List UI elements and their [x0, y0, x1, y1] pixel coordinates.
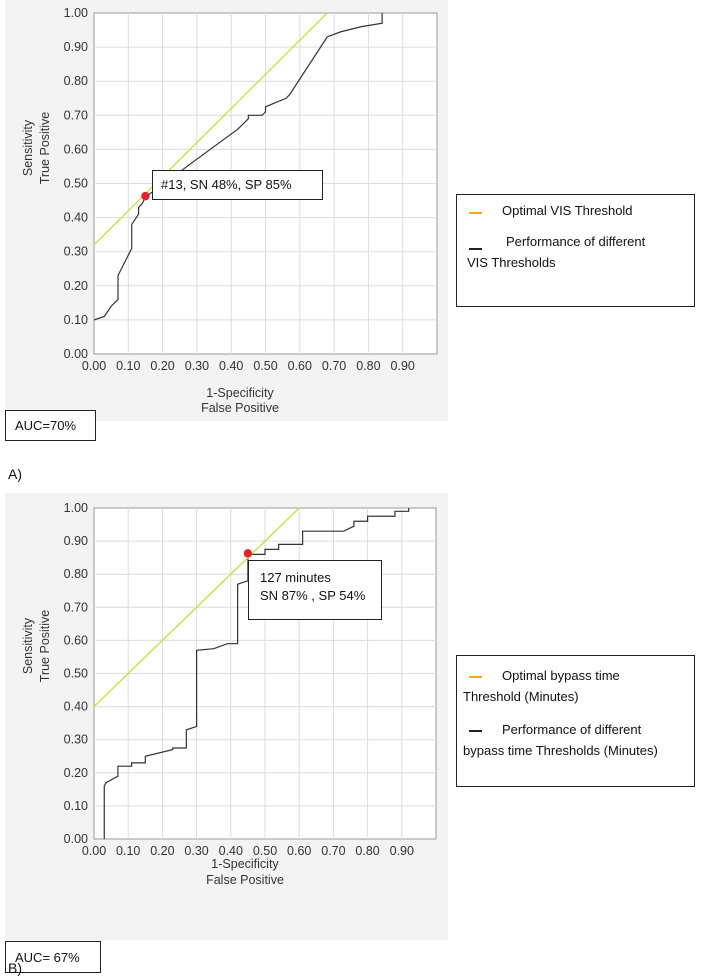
legend-swatch-performance: [469, 730, 482, 732]
y-axis-title-line1: Sensitivity: [21, 119, 35, 176]
y-tick-label: 0.20: [64, 766, 88, 780]
y-tick-label: 0.70: [64, 600, 88, 614]
auc-value-b: AUC= 67%: [15, 949, 80, 965]
gridlines: [94, 13, 437, 354]
y-tick-label: 0.20: [64, 279, 88, 293]
annotation-line1: 127 minutes: [260, 570, 331, 585]
optimal-point-marker: [243, 549, 253, 558]
legend-label-optimal-line2: Threshold (Minutes): [463, 689, 579, 704]
optimal-point-annotation: #13, SN 48%, SP 85%: [152, 170, 323, 200]
legend-label-performance-line2: VIS Thresholds: [467, 255, 556, 270]
y-tick-label: 0.50: [64, 667, 88, 681]
legend-swatch-performance: [469, 248, 482, 250]
x-axis-title-line2: False Positive: [201, 401, 279, 415]
x-tick-label: 0.70: [322, 359, 346, 373]
y-tick-label: 0.80: [64, 74, 88, 88]
x-axis-title-line1: 1-Specificity: [206, 386, 274, 400]
x-axis-ticks: 0.00 0.10 0.20 0.30 0.40 0.50 0.60 0.70 0.80 0.90: [82, 844, 414, 858]
y-axis-ticks: 0.00 0.10 0.20 0.30 0.40 0.50 0.60 0.70 0.80 0.90…: [64, 6, 88, 361]
y-tick-label: 0.10: [64, 799, 88, 813]
y-tick-label: 0.30: [64, 733, 88, 747]
y-tick-label: 0.60: [64, 142, 88, 156]
y-axis-title-line2: True Positive: [38, 112, 52, 185]
chart-panel-b: 0.00 0.10 0.20 0.30 0.40 0.50 0.60 0.70 0.80 0.90…: [5, 493, 448, 940]
x-tick-label: 0.90: [391, 359, 415, 373]
x-tick-label: 0.70: [321, 844, 345, 858]
x-axis-title-line1: 1-Specificity: [211, 857, 279, 871]
y-tick-label: 1.00: [64, 501, 88, 515]
x-tick-label: 0.20: [150, 844, 174, 858]
chart-panel-a: 0.00 0.10 0.20 0.30 0.40 0.50 0.60 0.70 0.80 0.90…: [5, 0, 448, 421]
legend-a: Optimal VIS Threshold Performance of dif…: [456, 194, 695, 307]
legend-swatch-optimal: [469, 676, 482, 678]
y-tick-label: 0.30: [64, 245, 88, 259]
legend-label-performance-line1: Performance of different: [502, 722, 642, 737]
x-tick-label: 0.90: [390, 844, 414, 858]
auc-box-b: AUC= 67%: [5, 941, 101, 973]
y-tick-label: 0.40: [64, 700, 88, 714]
y-tick-label: 0.90: [64, 534, 88, 548]
y-tick-label: 0.60: [64, 633, 88, 647]
optimal-point-annotation: 127 minutes SN 87% , SP 54%: [248, 560, 382, 620]
optimal-point-marker: [141, 191, 150, 201]
legend-label-optimal: Optimal VIS Threshold: [502, 203, 633, 218]
x-tick-label: 0.00: [82, 359, 106, 373]
legend-b: Optimal bypass time Threshold (Minutes) …: [456, 655, 695, 787]
y-tick-label: 1.00: [64, 6, 88, 20]
legend-label-optimal-line1: Optimal bypass time: [502, 668, 620, 683]
annotation-line2: SN 87% , SP 54%: [260, 588, 366, 603]
y-tick-label: 0.40: [64, 211, 88, 225]
x-tick-label: 0.60: [288, 359, 312, 373]
x-tick-label: 0.30: [184, 844, 208, 858]
x-tick-label: 0.40: [219, 844, 243, 858]
auc-value-a: AUC=70%: [15, 418, 77, 433]
x-tick-label: 0.10: [116, 359, 140, 373]
optimal-threshold-line: [93, 507, 300, 708]
x-tick-label: 0.80: [355, 844, 379, 858]
x-tick-label: 0.50: [253, 844, 277, 858]
x-tick-label: 0.30: [185, 359, 209, 373]
y-axis-ticks: 0.00 0.10 0.20 0.30 0.40 0.50 0.60 0.70 0.80 0.90…: [64, 501, 88, 846]
x-tick-label: 0.60: [287, 844, 311, 858]
y-axis-title-line2: True Positive: [38, 610, 52, 683]
x-axis-ticks: 0.00 0.10 0.20 0.30 0.40 0.50 0.60 0.70 0.80 0.90: [82, 359, 415, 373]
y-tick-label: 0.10: [64, 313, 88, 327]
optimal-threshold-line: [93, 12, 328, 246]
annotation-text: #13, SN 48%, SP 85%: [161, 177, 292, 192]
y-tick-label: 0.80: [64, 567, 88, 581]
auc-box-a: AUC=70%: [5, 410, 96, 441]
x-tick-label: 0.80: [356, 359, 380, 373]
x-tick-label: 0.50: [253, 359, 277, 373]
roc-performance-line: [103, 508, 410, 839]
y-tick-label: 0.00: [64, 347, 88, 361]
x-tick-label: 0.20: [150, 359, 174, 373]
legend-label-performance-line2: bypass time Thresholds (Minutes): [463, 743, 658, 758]
y-tick-label: 0.00: [64, 832, 88, 846]
y-tick-label: 0.50: [64, 177, 88, 191]
x-tick-label: 0.10: [116, 844, 140, 858]
panel-label-a: A): [8, 466, 22, 482]
legend-swatch-optimal: [469, 212, 482, 214]
y-tick-label: 0.90: [64, 40, 88, 54]
legend-label-performance-line1: Performance of different: [506, 234, 646, 249]
x-tick-label: 0.40: [219, 359, 243, 373]
panel-label-b: B): [8, 960, 22, 976]
roc-chart-a: 0.00 0.10 0.20 0.30 0.40 0.50 0.60 0.70 0.80 0.90…: [21, 6, 438, 415]
y-tick-label: 0.70: [64, 108, 88, 122]
y-axis-title-line1: Sensitivity: [21, 617, 35, 674]
x-axis-title-line2: False Positive: [206, 873, 284, 887]
x-tick-label: 0.00: [82, 844, 106, 858]
